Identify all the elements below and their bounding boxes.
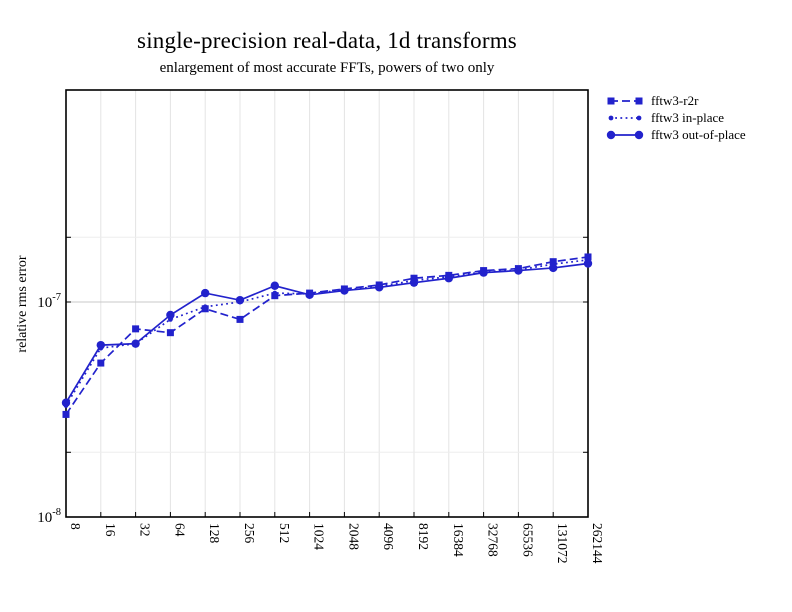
marker-circle xyxy=(409,278,419,287)
marker-square xyxy=(236,315,244,323)
x-tick-label: 512 xyxy=(277,523,292,543)
marker-circle xyxy=(479,268,488,277)
marker-dot xyxy=(202,304,208,310)
chart-title: single-precision real-data, 1d transform… xyxy=(137,28,517,53)
marker-circle xyxy=(549,263,558,273)
marker-circle xyxy=(270,281,279,290)
series-line-fftw3-in-place xyxy=(65,259,589,406)
chart-subtitle: enlargement of most accurate FFTs, power… xyxy=(159,60,495,76)
legend-label: fftw3-r2r xyxy=(651,93,699,108)
x-tick-label: 64 xyxy=(172,523,187,537)
legend: fftw3-r2r fftw3 in-place fftw3 out-of-plac… xyxy=(606,92,746,143)
legend-sample-dot xyxy=(608,115,642,120)
marker-circle xyxy=(201,288,210,298)
marker-circle xyxy=(375,283,384,292)
y-axis-title: relative rms error xyxy=(15,255,30,353)
series-line-fftw3-r2r xyxy=(65,256,589,415)
x-tick-label: 8192 xyxy=(416,523,431,550)
legend-label: fftw3 out-of-place xyxy=(651,127,746,142)
marker-circle xyxy=(235,295,245,305)
marker-circle xyxy=(305,290,314,300)
marker-square xyxy=(62,410,70,418)
x-tick-label: 4096 xyxy=(381,523,396,550)
x-tick-label: 16384 xyxy=(451,523,466,557)
marker-circle xyxy=(61,398,71,407)
x-tick-label: 32768 xyxy=(486,523,501,557)
x-tick-label: 128 xyxy=(207,523,222,544)
marker-circle xyxy=(166,310,175,320)
marker-square xyxy=(584,253,592,261)
x-tick-label: 131072 xyxy=(555,523,570,564)
marker-square xyxy=(97,359,105,367)
x-tick-label: 262144 xyxy=(590,523,605,564)
legend-label: fftw3 in-place xyxy=(651,110,725,125)
y-tick-label: 10-8 xyxy=(37,507,61,526)
x-tick-label: 256 xyxy=(242,523,257,544)
x-tick-label: 1024 xyxy=(312,523,327,550)
marker-circle xyxy=(583,259,593,268)
marker-square xyxy=(166,329,174,337)
marker-circle xyxy=(96,340,106,350)
marker-square xyxy=(271,292,279,300)
marker-circle xyxy=(444,274,453,283)
marker-dot xyxy=(272,290,278,296)
y-tick-label: 10-7 xyxy=(37,292,61,311)
legend-item: fftw3-r2r xyxy=(606,92,746,109)
legend-item: fftw3 out-of-place xyxy=(606,126,746,143)
x-tick-label: 65536 xyxy=(520,523,535,557)
marker-circle xyxy=(131,339,140,348)
plot-frame xyxy=(65,89,589,518)
legend-sample-square xyxy=(607,97,643,104)
series-line-fftw3-out-of-place xyxy=(65,262,589,404)
marker-square xyxy=(132,325,140,333)
x-tick-label: 16 xyxy=(103,523,118,537)
legend-sample-circle xyxy=(606,130,644,139)
legend-item: fftw3 in-place xyxy=(606,109,746,126)
marker-circle xyxy=(514,266,523,275)
marker-square xyxy=(549,258,557,266)
x-tick-label: 2048 xyxy=(346,523,361,550)
marker-circle xyxy=(340,286,349,295)
x-tick-label: 8 xyxy=(68,523,83,530)
x-tick-label: 32 xyxy=(138,523,153,537)
